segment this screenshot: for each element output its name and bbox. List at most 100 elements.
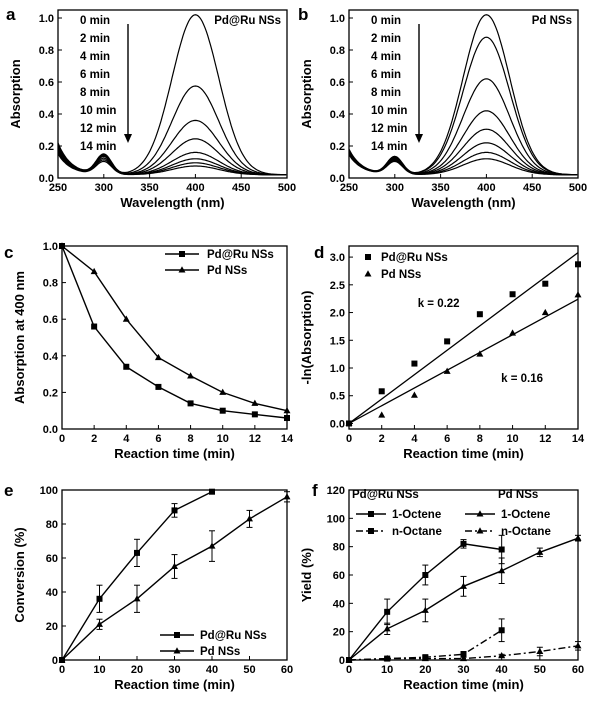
data-point — [283, 493, 291, 500]
data-point — [284, 415, 290, 422]
x-tick-label: 10 — [217, 433, 229, 445]
legend-label: n-Octane — [501, 526, 551, 538]
x-tick-label: 50 — [243, 664, 255, 676]
x-tick-label: 4 — [123, 433, 130, 445]
legend-label: 1-Octene — [392, 509, 441, 521]
y-tick-label: 1.0 — [39, 13, 54, 25]
x-tick-label: 10 — [381, 664, 393, 676]
y-axis-label: Conversion (%) — [12, 527, 27, 622]
time-legend-entry: 0 min — [371, 15, 401, 27]
plot-frame — [57, 9, 288, 179]
time-legend-entry: 10 min — [371, 105, 407, 117]
x-tick-label: 0 — [59, 664, 65, 676]
x-tick-label: 500 — [278, 182, 296, 194]
sample-label: Pd@Ru NSs — [214, 15, 281, 27]
data-point — [536, 647, 544, 655]
x-tick-label: 350 — [140, 182, 158, 194]
x-tick-label: 350 — [431, 182, 449, 194]
y-tick-label: 100 — [327, 513, 345, 525]
panel-label: a — [6, 5, 16, 24]
y-tick-label: 20 — [333, 627, 345, 639]
x-tick-label: 14 — [281, 433, 294, 445]
legend-marker — [174, 632, 180, 638]
data-point — [509, 291, 516, 298]
x-tick-label: 10 — [93, 664, 105, 676]
legend-marker — [476, 510, 484, 517]
x-tick-label: 8 — [188, 433, 194, 445]
data-point — [498, 567, 506, 574]
legend-label: 1-Octene — [501, 509, 550, 521]
fit-label: k = 0.16 — [501, 373, 543, 385]
legend-marker — [179, 251, 185, 257]
y-tick-label: 0.0 — [43, 424, 58, 436]
time-legend-entry: 2 min — [371, 33, 401, 45]
time-legend-entry: 8 min — [80, 87, 110, 99]
x-tick-label: 500 — [569, 182, 587, 194]
y-tick-label: 80 — [333, 542, 345, 554]
data-point — [498, 627, 505, 634]
time-legend-entry: 10 min — [80, 105, 116, 117]
y-tick-label: 0.8 — [330, 45, 345, 57]
x-tick-label: 40 — [496, 664, 508, 676]
y-tick-label: 0.4 — [43, 351, 59, 363]
x-tick-label: 30 — [457, 664, 469, 676]
y-tick-label: 1.5 — [330, 335, 345, 347]
data-point — [133, 595, 141, 602]
y-tick-label: 1.0 — [330, 13, 345, 25]
time-legend-entry: 6 min — [80, 69, 110, 81]
data-point — [443, 367, 451, 374]
y-tick-label: 0.6 — [43, 314, 58, 326]
data-point — [383, 625, 391, 632]
legend-marker — [173, 647, 181, 654]
x-tick-label: 10 — [506, 433, 518, 445]
panel-label: d — [314, 243, 324, 262]
data-point — [171, 562, 178, 570]
time-legend-entry: 12 min — [80, 123, 116, 135]
y-axis-label: Absorption — [8, 59, 23, 128]
data-point — [154, 353, 162, 361]
spectrum-curve — [57, 150, 287, 176]
x-tick-label: 60 — [281, 664, 293, 676]
plot-frame — [61, 245, 288, 430]
data-point — [91, 323, 98, 330]
x-tick-label: 40 — [206, 664, 218, 676]
data-point — [283, 406, 291, 414]
x-tick-label: 8 — [477, 433, 483, 445]
data-point — [378, 411, 386, 418]
x-tick-label: 400 — [186, 182, 204, 194]
data-point — [187, 372, 195, 379]
data-point — [476, 350, 484, 357]
data-point — [123, 363, 130, 370]
data-point — [498, 546, 505, 553]
time-legend-entry: 14 min — [371, 141, 407, 153]
data-point — [219, 407, 226, 414]
data-point — [187, 400, 194, 407]
data-point — [444, 338, 451, 345]
y-tick-label: 60 — [46, 553, 58, 565]
x-tick-label: 14 — [572, 433, 585, 445]
data-point — [574, 291, 582, 298]
x-tick-label: 2 — [91, 433, 97, 445]
y-axis-label: -ln(Absorption) — [299, 291, 314, 385]
x-tick-label: 300 — [95, 182, 113, 194]
data-point — [378, 388, 385, 395]
time-legend-entry: 0 min — [80, 15, 110, 27]
data-point — [90, 267, 98, 275]
y-tick-label: 1.0 — [330, 363, 345, 375]
y-tick-label: 120 — [327, 485, 345, 497]
y-tick-label: 20 — [46, 621, 58, 633]
y-tick-label: 0.6 — [330, 77, 345, 89]
y-tick-label: 0.2 — [330, 141, 345, 153]
legend-group-title: Pd@Ru NSs — [352, 489, 419, 501]
series-line — [61, 245, 288, 412]
data-point — [476, 311, 483, 318]
y-tick-label: 40 — [46, 587, 58, 599]
time-legend-entry: 4 min — [80, 51, 110, 63]
y-tick-label: 80 — [46, 519, 58, 531]
x-tick-label: 450 — [232, 182, 250, 194]
y-tick-label: 0.8 — [43, 278, 58, 290]
time-legend-entry: 2 min — [80, 33, 110, 45]
time-legend-entry: 6 min — [371, 69, 401, 81]
series-line — [348, 537, 579, 661]
